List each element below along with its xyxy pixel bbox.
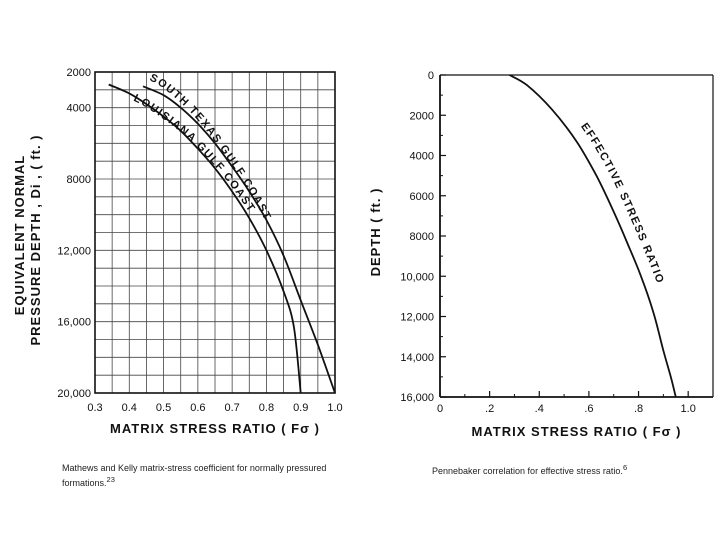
x-tick-label: 0.7 — [224, 402, 239, 414]
caption-left-text: Mathews and Kelly matrix-stress coeffici… — [62, 463, 327, 488]
y-tick-label: 4000 — [410, 151, 434, 163]
x-tick-label: .8 — [634, 403, 643, 415]
x-tick-label: 0.8 — [259, 402, 274, 414]
y-tick-label: 10,000 — [400, 271, 434, 283]
caption-right-text: Pennebaker correlation for effective str… — [432, 466, 623, 476]
y-tick-label: 0 — [428, 70, 434, 82]
x-tick-label: 0.4 — [122, 402, 137, 414]
plot-frame — [94, 71, 336, 394]
x-tick-label: .2 — [485, 403, 494, 415]
series-label-text: SOUTH TEXAS GULF COAST — [148, 72, 272, 223]
y-tick-label: 8000 — [410, 231, 434, 243]
y-tick-label: 20,000 — [57, 388, 91, 400]
x-tick-label: .6 — [584, 403, 593, 415]
series-label-text: EFFECTIVE STRESS RATIO — [578, 121, 664, 286]
caption-right: Pennebaker correlation for effective str… — [432, 462, 702, 477]
y-axis-label: EQUIVALENT NORMAL — [12, 155, 27, 315]
x-tick-label: 0.5 — [156, 402, 171, 414]
y-tick-label: 12,000 — [57, 245, 91, 257]
x-tick-label: 0.6 — [190, 402, 205, 414]
x-tick-label: 1.0 — [327, 402, 342, 414]
caption-left: Mathews and Kelly matrix-stress coeffici… — [62, 462, 342, 489]
y-tick-label: 2000 — [67, 67, 91, 79]
y-tick-label: 4000 — [67, 103, 91, 115]
series-line-south-texas-gulf-coast — [142, 85, 336, 394]
series-label-south-texas-gulf-coast: SOUTH TEXAS GULF COAST — [148, 72, 274, 223]
series-label-effective-stress-ratio: EFFECTIVE STRESS RATIO — [578, 121, 666, 286]
y-axis-label: PRESSURE DEPTH , Di , ( ft. ) — [28, 134, 43, 345]
x-tick-label: 0.3 — [87, 402, 102, 414]
caption-left-ref: 23 — [106, 475, 115, 484]
y-tick-label: 6000 — [410, 191, 434, 203]
y-tick-label: 8000 — [67, 174, 91, 186]
series-line-effective-stress-ratio — [509, 74, 677, 398]
x-axis-label: MATRIX STRESS RATIO ( Fσ ) — [472, 424, 682, 439]
x-tick-label: 0 — [437, 403, 443, 415]
caption-right-ref: 6 — [622, 463, 628, 472]
chart-pennebaker: 0 2000 4000 6000 8000 10,000 12,000 14,000 16,00… — [368, 70, 714, 439]
series-line-louisiana-gulf-coast — [108, 83, 302, 394]
x-tick-label: .4 — [535, 403, 544, 415]
y-tick-label: 2000 — [410, 110, 434, 122]
y-tick-label: 16,000 — [57, 317, 91, 329]
y-tick-label: 14,000 — [400, 352, 434, 364]
y-tick-label: 16,000 — [400, 392, 434, 404]
x-tick-label: 0.9 — [293, 402, 308, 414]
x-tick-label: 1.0 — [681, 403, 696, 415]
chart-mathews-kelly: 0.3 0.4 0.5 0.6 0.7 0.8 0.9 1.0 2000 4000 8000 12,0… — [12, 67, 343, 436]
y-axis-label: DEPTH ( ft. ) — [368, 188, 383, 277]
y-tick-label: 12,000 — [400, 312, 434, 324]
x-axis-label: MATRIX STRESS RATIO ( Fσ ) — [110, 421, 320, 436]
label-path — [522, 71, 688, 393]
